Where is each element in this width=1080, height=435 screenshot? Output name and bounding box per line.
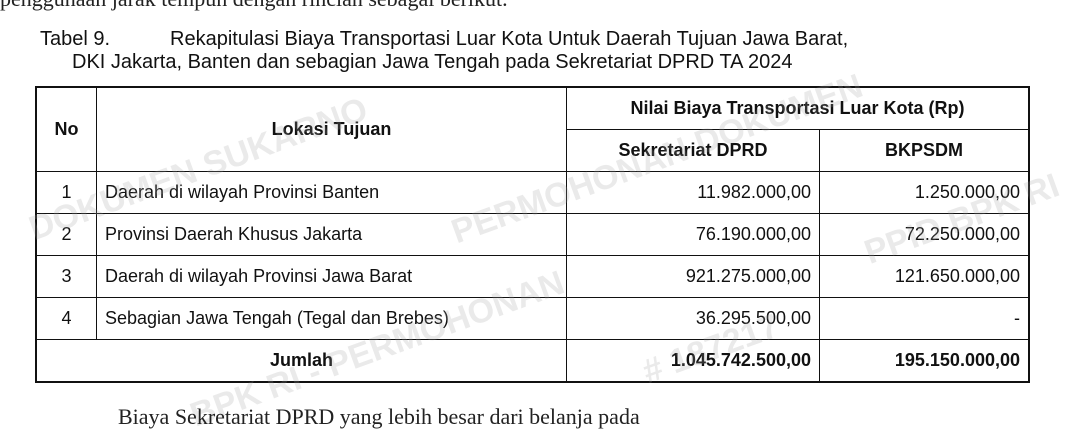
cell-sekretariat: 921.275.000,00 [566, 255, 820, 298]
caption-line2: DKI Jakarta, Banten dan sebagian Jawa Te… [72, 51, 793, 73]
cell-no: 4 [35, 297, 97, 340]
cell-lokasi: Daerah di wilayah Provinsi Banten [96, 171, 567, 214]
cell-lokasi: Daerah di wilayah Provinsi Jawa Barat [96, 255, 567, 298]
header-lokasi: Lokasi Tujuan [96, 86, 567, 172]
cell-bkpsdm: 121.650.000,00 [819, 255, 1030, 298]
table-row: 4 Sebagian Jawa Tengah (Tegal dan Brebes… [35, 297, 1030, 340]
cell-no: 1 [35, 171, 97, 214]
transport-cost-table: No Lokasi Tujuan Nilai Biaya Transportas… [35, 86, 1030, 383]
header-no: No [35, 86, 97, 172]
header-group: Nilai Biaya Transportasi Luar Kota (Rp) [566, 86, 1030, 130]
cell-lokasi: Provinsi Daerah Khusus Jakarta [96, 213, 567, 256]
cell-sekretariat: 11.982.000,00 [566, 171, 820, 214]
header-sekretariat: Sekretariat DPRD [566, 129, 820, 172]
table-row: 3 Daerah di wilayah Provinsi Jawa Barat … [35, 255, 1030, 298]
total-sekretariat: 1.045.742.500,00 [566, 339, 820, 383]
body-text-below: Biaya Sekretariat DPRD yang lebih besar … [118, 404, 640, 429]
caption-number: Tabel 9. [40, 28, 111, 50]
cell-no: 2 [35, 213, 97, 256]
cell-bkpsdm: 1.250.000,00 [819, 171, 1030, 214]
caption-line1: Rekapitulasi Biaya Transportasi Luar Kot… [170, 28, 849, 50]
cell-sekretariat: 36.295.500,00 [566, 297, 820, 340]
header-row-1: No Lokasi Tujuan Nilai Biaya Transportas… [35, 86, 1030, 172]
cell-sekretariat: 76.190.000,00 [566, 213, 820, 256]
cell-bkpsdm: 72.250.000,00 [819, 213, 1030, 256]
header-row-2: Sekretariat DPRD BKPSDM [36, 129, 1030, 172]
cell-no: 3 [35, 255, 97, 298]
total-label: Jumlah [35, 339, 567, 383]
body-text-above: penggunaan jarak tempuh dengan rincian s… [0, 0, 508, 12]
header-bkpsdm: BKPSDM [819, 129, 1030, 172]
table-caption: Tabel 9. Rekapitulasi Biaya Transportasi … [40, 28, 848, 74]
cell-bkpsdm: - [819, 297, 1030, 340]
table-row: 2 Provinsi Daerah Khusus Jakarta 76.190.… [35, 213, 1030, 256]
total-bkpsdm: 195.150.000,00 [819, 339, 1030, 383]
table-row: 1 Daerah di wilayah Provinsi Banten 11.9… [35, 171, 1030, 214]
cell-lokasi: Sebagian Jawa Tengah (Tegal dan Brebes) [96, 297, 567, 340]
total-row: Jumlah 1.045.742.500,00 195.150.000,00 [35, 339, 1030, 383]
